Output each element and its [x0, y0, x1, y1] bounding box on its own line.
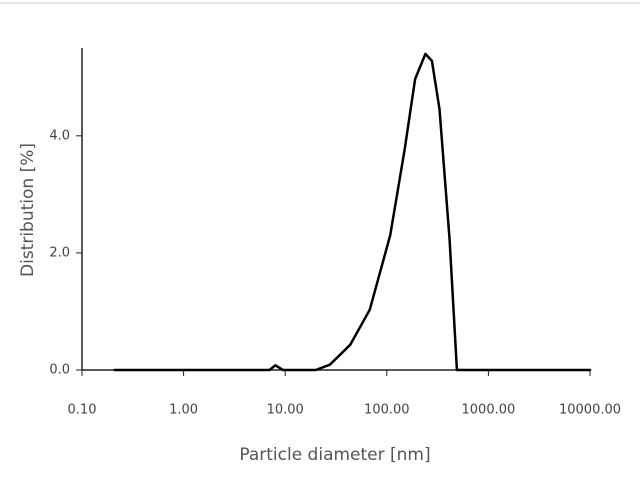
y-axis-title: Distribution [%] — [18, 143, 38, 277]
y-tick-label: 2.0 — [49, 245, 70, 260]
x-axis-title: Particle diameter [nm] — [239, 445, 430, 465]
y-tick-label: 0.0 — [49, 363, 70, 378]
x-tick-label: 1.00 — [169, 403, 198, 418]
x-tick-label: 0.10 — [68, 403, 97, 418]
x-tick-label: 10.00 — [267, 403, 304, 418]
x-tick-label: 1000.00 — [462, 403, 516, 418]
y-tick-label: 4.0 — [49, 128, 70, 143]
x-tick-label: 100.00 — [364, 403, 410, 418]
data-line — [113, 52, 592, 372]
x-tick-label: 10000.00 — [559, 403, 621, 418]
